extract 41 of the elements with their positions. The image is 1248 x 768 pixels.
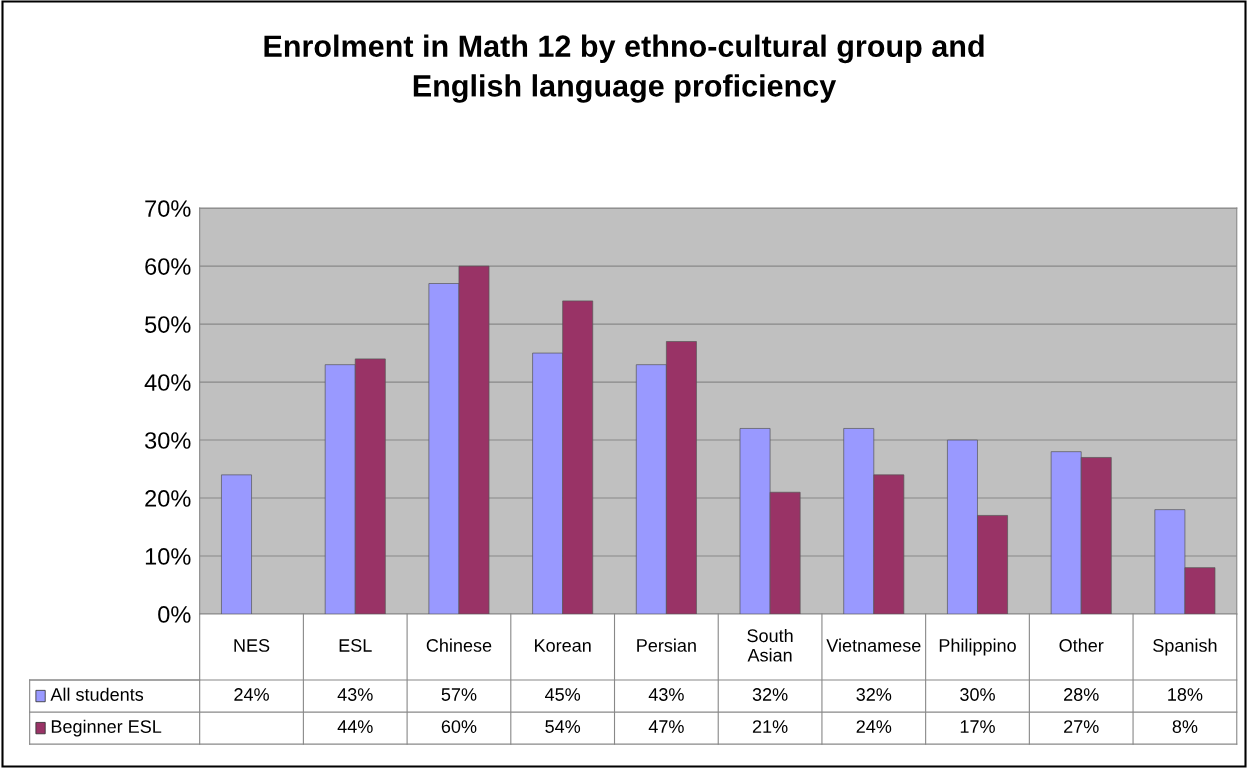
data-label: 17%	[960, 720, 995, 733]
data-label: 8%	[1172, 720, 1198, 733]
data-label: 21%	[752, 720, 788, 733]
data-label: 18%	[1168, 688, 1203, 701]
y-tick-label: 50%	[145, 316, 191, 333]
x-tick-label: Spanish	[1153, 638, 1217, 656]
data-label: 30%	[960, 688, 995, 701]
data-label: 57%	[441, 688, 477, 701]
data-label: 24%	[856, 720, 892, 733]
y-tick-label: 20%	[145, 490, 191, 507]
y-tick-label: 70%	[145, 200, 191, 217]
y-tick-label: 60%	[145, 258, 191, 275]
x-tick-label: Vietnamese	[826, 638, 921, 652]
x-tick-label: Philippino	[939, 638, 1016, 656]
y-tick-label: 30%	[144, 432, 191, 449]
data-label: 32%	[856, 688, 892, 701]
data-label: 60%	[441, 720, 477, 733]
data-label: 28%	[1064, 688, 1099, 701]
data-label: 43%	[648, 688, 684, 701]
data-label: 24%	[234, 688, 269, 701]
legend-label: Beginner ESL	[51, 719, 162, 737]
data-label: 27%	[1064, 720, 1099, 733]
x-tick-label: NES	[234, 639, 270, 652]
data-label: 43%	[337, 688, 373, 701]
legend-label: All students	[50, 687, 144, 701]
bar	[221, 474, 252, 615]
chart-title: Enrolment in Math 12 by ethno-cultural group and English language proficiency	[264, 34, 984, 103]
data-label: 45%	[545, 688, 581, 701]
x-tick-label: Korean	[535, 639, 591, 652]
data-label: 47%	[648, 720, 684, 733]
x-tick-label: Persian	[637, 638, 696, 652]
y-tick-label: 40%	[144, 374, 191, 391]
x-tick-label: South Asian	[747, 628, 793, 662]
y-tick-label: 10%	[145, 548, 191, 565]
y-tick-label: 0%	[158, 606, 191, 623]
x-tick-label: ESL	[339, 639, 372, 652]
data-label: 54%	[545, 720, 581, 733]
x-tick-label: Other	[1059, 638, 1104, 652]
x-tick-label: Chinese	[426, 638, 492, 652]
data-label: 32%	[752, 688, 788, 701]
data-label: 44%	[337, 720, 373, 733]
